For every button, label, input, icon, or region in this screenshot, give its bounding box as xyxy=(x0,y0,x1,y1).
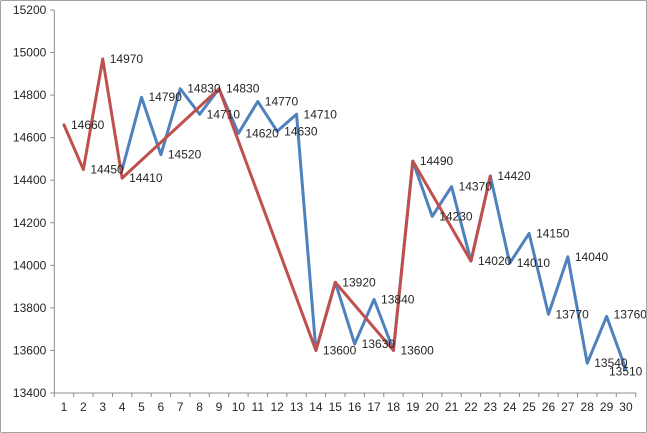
y-axis-tick-label: 14600 xyxy=(13,131,47,145)
data-point-label: 14450 xyxy=(90,163,124,177)
data-point-label: 14230 xyxy=(439,209,473,223)
data-point-label: 14370 xyxy=(459,180,493,194)
x-axis-tick-label: 24 xyxy=(503,400,517,414)
y-axis-tick-label: 14000 xyxy=(13,258,47,272)
data-point-label: 14490 xyxy=(420,154,454,168)
x-axis-tick-label: 17 xyxy=(367,400,381,414)
data-point-label: 14420 xyxy=(497,169,531,183)
x-axis-tick-label: 14 xyxy=(309,400,323,414)
data-point-label: 13510 xyxy=(609,365,643,379)
y-axis-tick-label: 14200 xyxy=(13,216,47,230)
y-axis-tick-label: 14800 xyxy=(13,88,47,102)
x-axis-tick-label: 19 xyxy=(406,400,420,414)
x-axis-tick-label: 28 xyxy=(581,400,595,414)
data-point-label: 14710 xyxy=(304,107,338,121)
x-axis-tick-label: 18 xyxy=(387,400,401,414)
data-point-label: 14830 xyxy=(187,82,221,96)
x-axis-tick-label: 12 xyxy=(270,400,284,414)
x-axis-tick-label: 26 xyxy=(542,400,556,414)
data-point-label: 14020 xyxy=(478,254,512,268)
x-axis-tick-label: 23 xyxy=(484,400,498,414)
x-axis-tick-label: 22 xyxy=(464,400,478,414)
data-point-label: 13920 xyxy=(342,275,376,289)
x-axis-tick-label: 6 xyxy=(158,400,165,414)
x-axis-tick-label: 15 xyxy=(329,400,343,414)
x-axis-tick-label: 7 xyxy=(177,400,184,414)
y-axis-tick-label: 13400 xyxy=(13,386,47,400)
x-axis-tick-label: 27 xyxy=(561,400,575,414)
x-axis-tick-label: 11 xyxy=(252,400,265,414)
data-point-label: 14770 xyxy=(265,94,299,108)
data-point-label: 14150 xyxy=(536,226,570,240)
y-axis-tick-label: 15000 xyxy=(13,46,47,60)
data-point-label: 14710 xyxy=(207,107,241,121)
x-axis-tick-label: 5 xyxy=(138,400,145,414)
y-axis-tick-label: 14400 xyxy=(13,173,47,187)
data-point-label: 14790 xyxy=(149,90,183,104)
data-point-label: 14660 xyxy=(71,118,105,132)
x-axis-tick-label: 1 xyxy=(61,400,68,414)
x-axis-tick-label: 13 xyxy=(290,400,304,414)
x-axis-tick-label: 10 xyxy=(232,400,246,414)
x-axis-tick-label: 29 xyxy=(600,400,614,414)
data-point-label: 13540 xyxy=(594,356,628,370)
data-point-label: 13760 xyxy=(614,307,646,321)
data-point-label: 13600 xyxy=(400,343,434,357)
data-point-label: 14410 xyxy=(129,171,163,185)
x-axis-tick-label: 20 xyxy=(426,400,440,414)
series-red-line xyxy=(62,57,492,352)
data-point-label: 13630 xyxy=(362,337,396,351)
x-axis-tick-label: 25 xyxy=(522,400,536,414)
x-axis-tick-label: 9 xyxy=(216,400,223,414)
data-point-label: 14010 xyxy=(517,256,551,270)
x-axis-tick-label: 8 xyxy=(196,400,203,414)
x-axis-tick-label: 2 xyxy=(80,400,87,414)
data-point-label: 14830 xyxy=(226,82,260,96)
data-point-label: 14040 xyxy=(575,250,609,264)
x-axis-tick-label: 3 xyxy=(99,400,106,414)
data-point-label: 13840 xyxy=(381,292,415,306)
data-point-label: 14620 xyxy=(245,126,279,140)
x-axis-tick-label: 4 xyxy=(119,400,126,414)
data-point-label: 14520 xyxy=(168,148,202,162)
y-axis-tick-label: 15200 xyxy=(13,3,47,17)
y-axis-tick-label: 13600 xyxy=(13,343,47,357)
data-point-label: 13600 xyxy=(323,343,357,357)
x-axis-tick-label: 21 xyxy=(445,400,459,414)
data-point-label: 13770 xyxy=(555,307,589,321)
x-axis-tick-label: 16 xyxy=(348,400,362,414)
series-blue-line xyxy=(120,87,628,372)
data-point-label: 14970 xyxy=(110,52,144,66)
y-axis-tick-label: 13800 xyxy=(13,301,47,315)
x-axis-tick-label: 30 xyxy=(619,400,633,414)
data-point-label: 14630 xyxy=(284,124,318,138)
